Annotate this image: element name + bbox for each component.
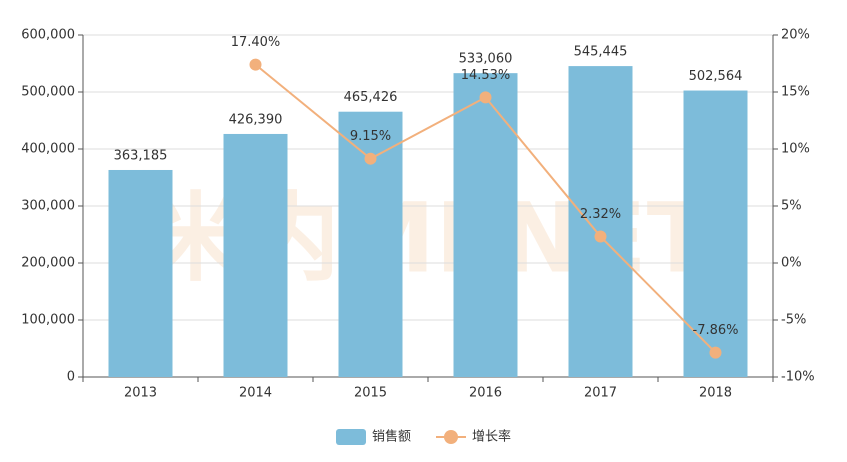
bar — [108, 169, 173, 377]
y-tick-label: 400,000 — [21, 142, 75, 157]
x-tick-label: 2018 — [699, 386, 732, 401]
line-value-label: 9.15% — [350, 129, 391, 144]
x-tick-label: 2017 — [584, 386, 617, 401]
line-point — [364, 152, 377, 165]
line-point — [249, 58, 262, 71]
x-tick-label: 2013 — [124, 386, 157, 401]
y-tick-label: 600,000 — [21, 28, 75, 43]
y-tick-label: 300,000 — [21, 199, 75, 214]
y2-tick-label: 15% — [781, 85, 810, 100]
bar — [568, 66, 633, 378]
legend-swatch — [336, 429, 366, 445]
bar-value-label: 502,564 — [689, 69, 743, 84]
bar-value-label: 533,060 — [459, 52, 513, 67]
bar — [683, 90, 748, 378]
y2-tick-label: 0% — [781, 256, 802, 271]
line-value-label: 2.32% — [580, 207, 621, 222]
y2-tick-label: -5% — [781, 313, 806, 328]
bar — [453, 73, 518, 378]
y-tick-label: 0 — [67, 370, 75, 385]
y2-tick-label: 5% — [781, 199, 802, 214]
bar-value-label: 545,445 — [574, 45, 628, 60]
bar-value-label: 426,390 — [229, 112, 283, 127]
y2-tick-label: 20% — [781, 28, 810, 43]
bar — [223, 133, 288, 377]
legend-label: 增长率 — [472, 429, 511, 445]
y-tick-label: 200,000 — [21, 256, 75, 271]
y2-tick-label: 10% — [781, 142, 810, 157]
y-tick-label: 500,000 — [21, 85, 75, 100]
line-value-label: -7.86% — [693, 323, 739, 338]
bar — [338, 111, 403, 377]
line-value-label: 14.53% — [461, 68, 511, 83]
x-tick-label: 2014 — [239, 386, 272, 401]
y-tick-label: 100,000 — [21, 313, 75, 328]
bar-value-label: 363,185 — [114, 148, 168, 163]
x-tick-label: 2015 — [354, 386, 387, 401]
line-point — [594, 230, 607, 243]
legend-label: 销售额 — [372, 429, 411, 445]
line-value-label: 17.40% — [231, 35, 281, 50]
line-point — [709, 346, 722, 359]
line-point — [479, 91, 492, 104]
legend-swatch — [444, 430, 458, 444]
x-tick-label: 2016 — [469, 386, 502, 401]
y2-tick-label: -10% — [781, 370, 815, 385]
bar-value-label: 465,426 — [344, 90, 398, 105]
